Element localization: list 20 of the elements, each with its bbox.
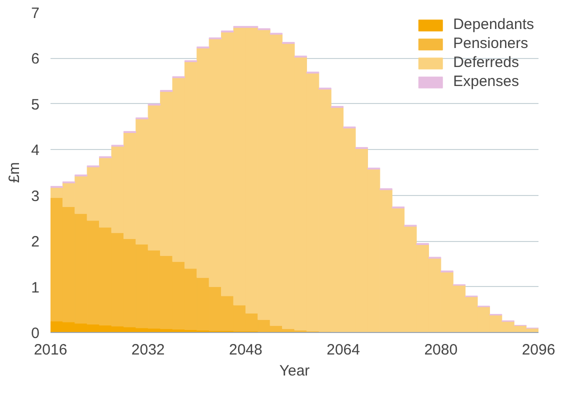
y-tick-label: 4: [31, 142, 40, 160]
x-tick-label: 2064: [326, 342, 360, 358]
legend-label: Pensioners: [453, 35, 528, 52]
x-tick-label: 2048: [229, 342, 262, 358]
x-tick-label: 2032: [131, 342, 165, 358]
x-tick-label: 2016: [34, 342, 68, 358]
x-tick-label: 2096: [522, 342, 556, 358]
x-axis-title: Year: [279, 362, 310, 380]
y-axis-title: £m: [6, 162, 24, 183]
y-tick-label: 2: [31, 234, 40, 251]
x-tick-label: 2080: [424, 342, 458, 358]
y-tick-label: 6: [31, 50, 40, 68]
legend-label: Expenses: [453, 73, 519, 90]
y-tick-label: 7: [31, 5, 40, 22]
y-tick-label: 0: [31, 325, 40, 342]
legend-label: Deferreds: [453, 54, 519, 71]
legend-label: Dependants: [453, 16, 534, 33]
y-tick-label: 1: [31, 279, 40, 296]
y-tick-label: 3: [31, 188, 40, 205]
y-tick-label: 5: [31, 96, 40, 114]
